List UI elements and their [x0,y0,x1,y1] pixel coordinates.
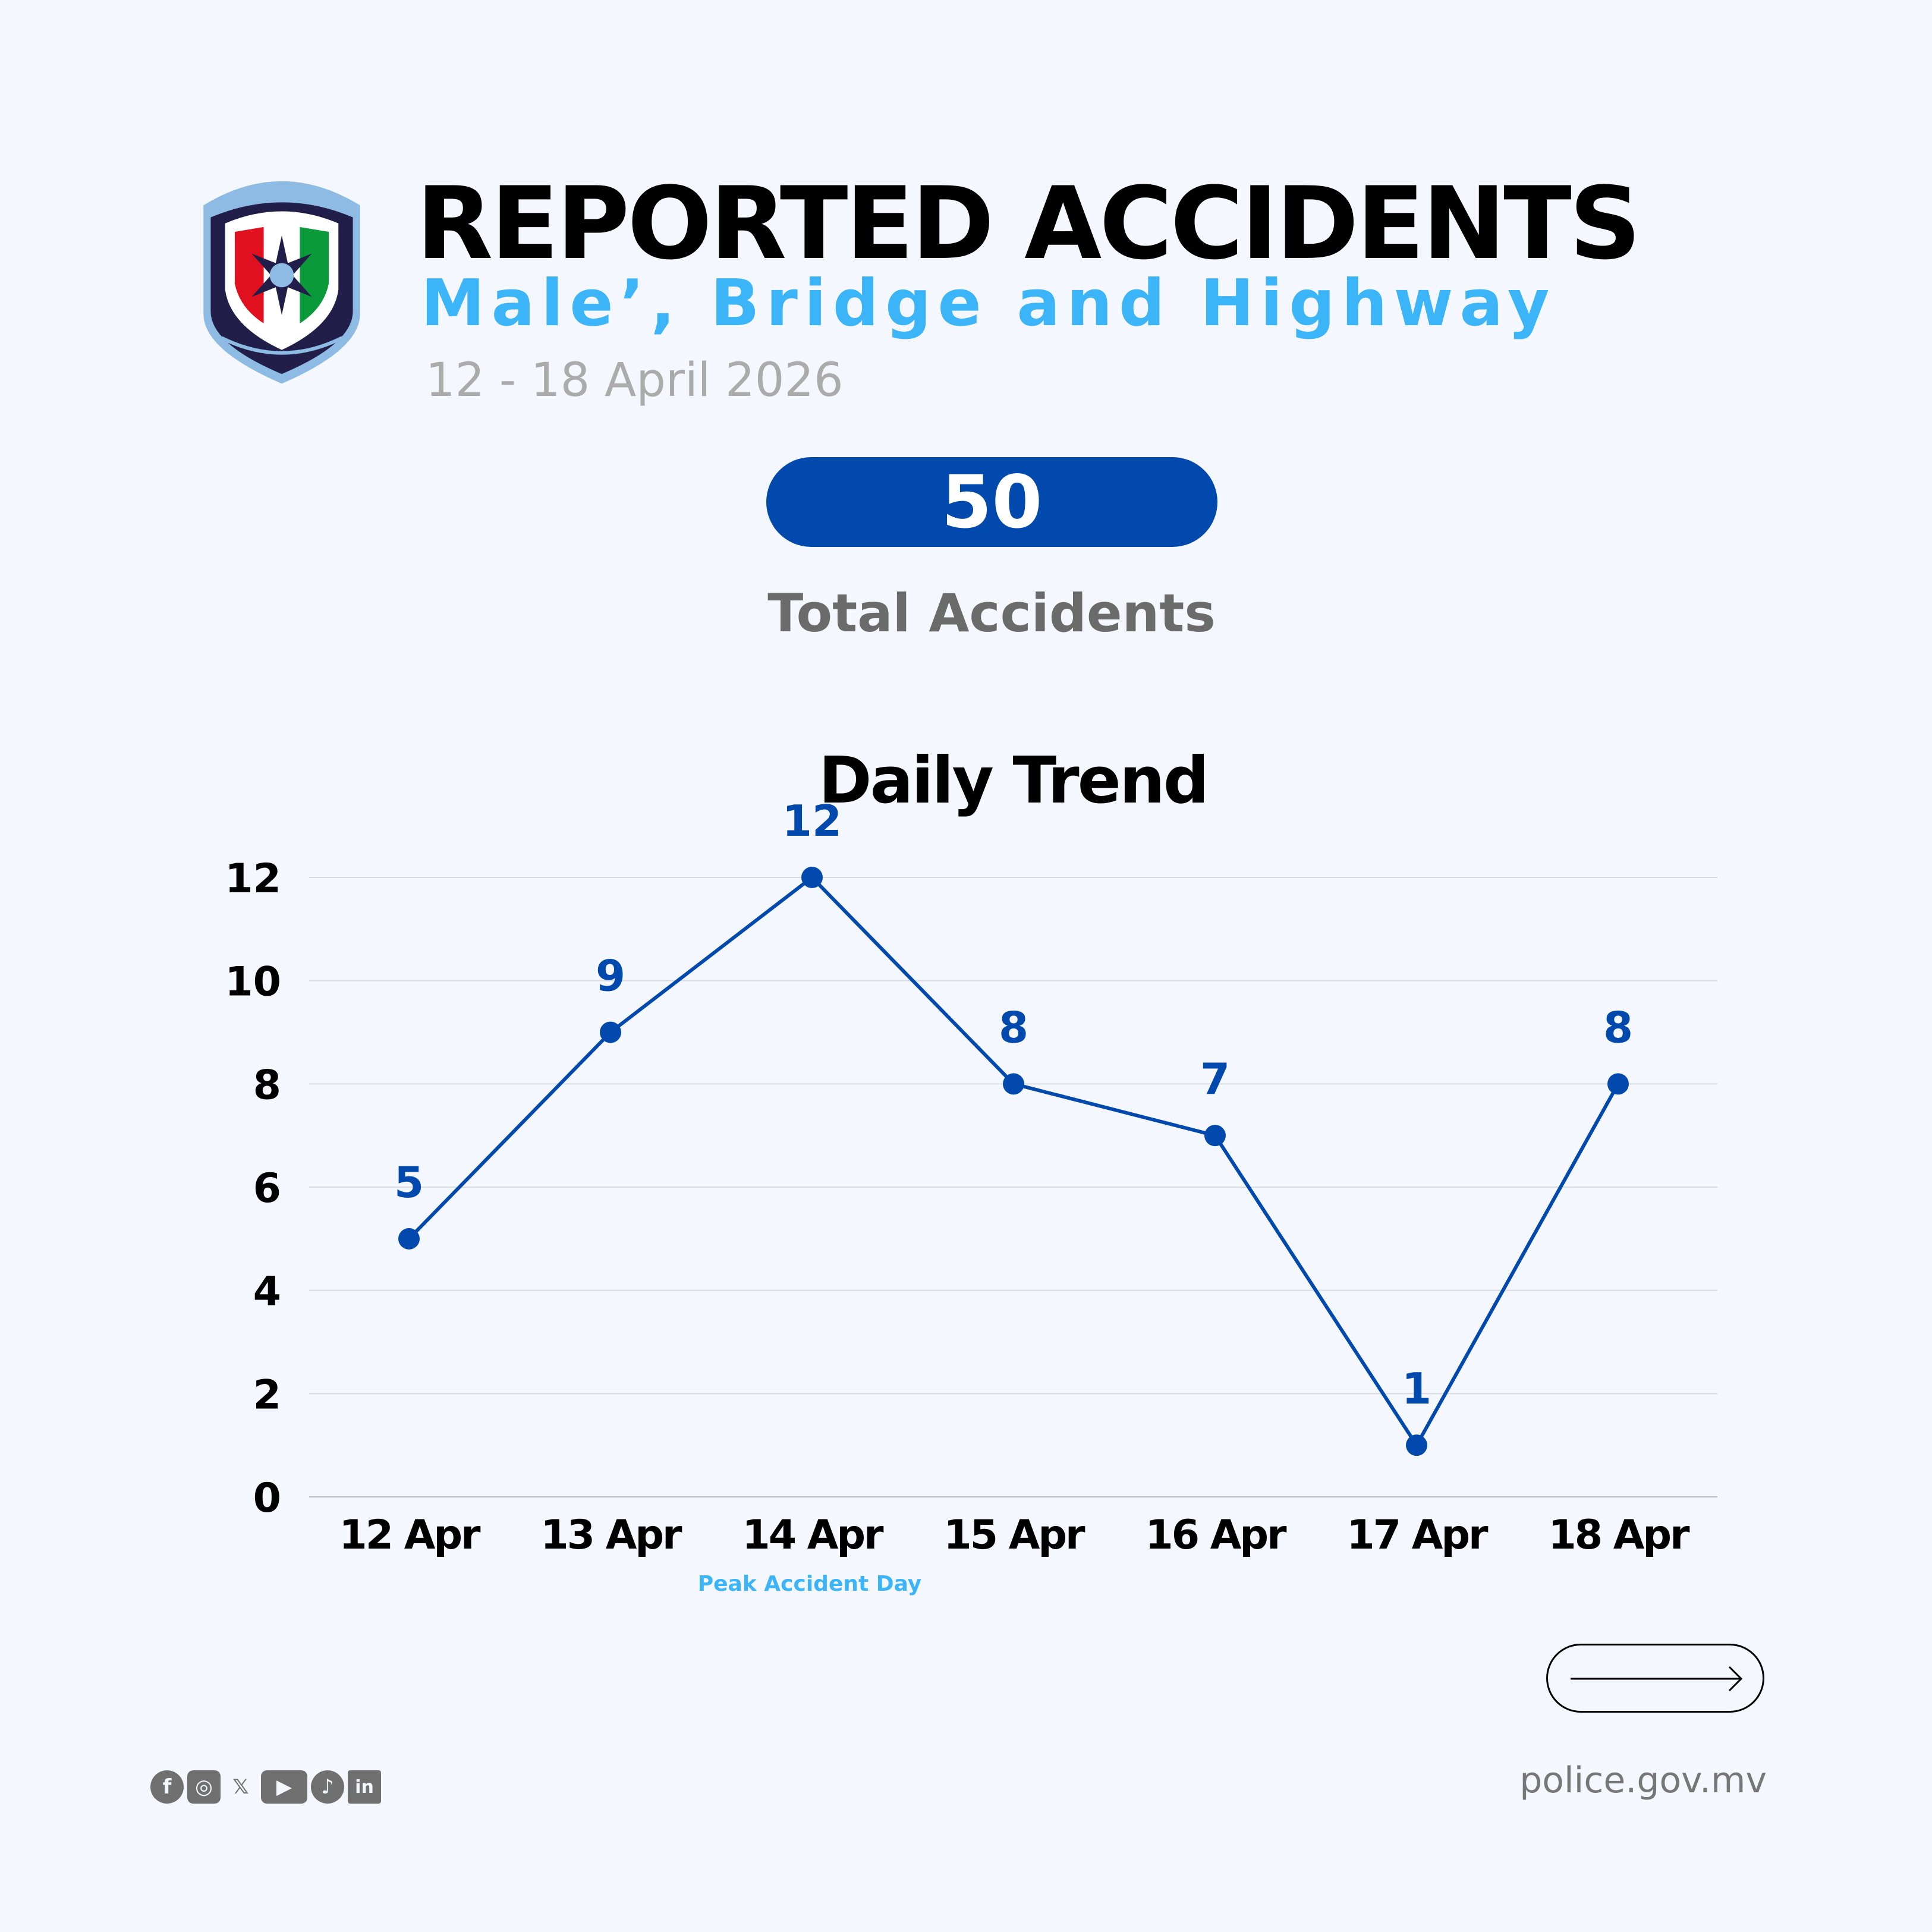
data-label: 5 [394,1157,424,1207]
y-tick-label: 0 [253,1475,281,1522]
page-title: REPORTED ACCIDENTS [416,165,1641,282]
location-subtitle: Male’, Bridge and Highway [421,266,1556,341]
maldives-police-logo [203,181,360,384]
data-label: 7 [1200,1054,1230,1104]
data-point [1204,1125,1226,1147]
y-tick-label: 2 [253,1371,281,1418]
data-point [600,1021,621,1043]
data-point [801,867,823,888]
data-point [1406,1434,1427,1456]
x-tick-label: 13 Apr [540,1512,682,1559]
data-label: 12 [782,796,842,846]
y-tick-label: 8 [253,1062,281,1109]
data-point [1003,1073,1024,1095]
x-tick-label: 18 Apr [1548,1512,1690,1559]
total-accidents-label: Total Accidents [767,583,1216,644]
instagram-icon[interactable]: ◎ [187,1770,221,1804]
total-accidents-badge: 50 [766,457,1217,547]
linkedin-icon[interactable]: in [348,1770,381,1804]
data-point [398,1228,420,1250]
series-line [407,874,1620,1449]
data-label: 1 [1402,1364,1431,1414]
x-icon[interactable]: 𝕏 [232,1775,249,1799]
youtube-icon[interactable]: ▶ [261,1770,307,1804]
data-label: 8 [1603,1002,1633,1052]
data-label: 9 [596,951,625,1001]
data-label: 8 [999,1002,1028,1052]
x-tick-label: 12 Apr [339,1512,481,1559]
x-tick-label: 14 Apr [742,1512,884,1559]
social-links: f ◎ 𝕏 ▶ ♪ in [150,1770,381,1804]
arrow-right-icon [1571,1666,1743,1692]
chart-title: Daily Trend [819,744,1207,818]
y-tick-label: 10 [225,959,281,1006]
x-tick-label: 16 Apr [1145,1512,1287,1559]
facebook-icon[interactable]: f [150,1770,184,1804]
y-tick-label: 6 [253,1165,281,1212]
date-range: 12 - 18 April 2026 [426,354,844,407]
y-tick-label: 4 [253,1269,281,1316]
x-tick-label: 15 Apr [943,1512,1085,1559]
tiktok-icon[interactable]: ♪ [311,1770,344,1804]
total-accidents-value: 50 [941,460,1043,545]
data-point [1607,1073,1629,1095]
x-tick-label: 17 Apr [1346,1512,1489,1559]
website-link[interactable]: police.gov.mv [1519,1760,1767,1801]
peak-annotation: Peak Accident Day [698,1572,922,1596]
next-button[interactable] [1546,1644,1764,1713]
y-tick-label: 12 [225,855,281,902]
